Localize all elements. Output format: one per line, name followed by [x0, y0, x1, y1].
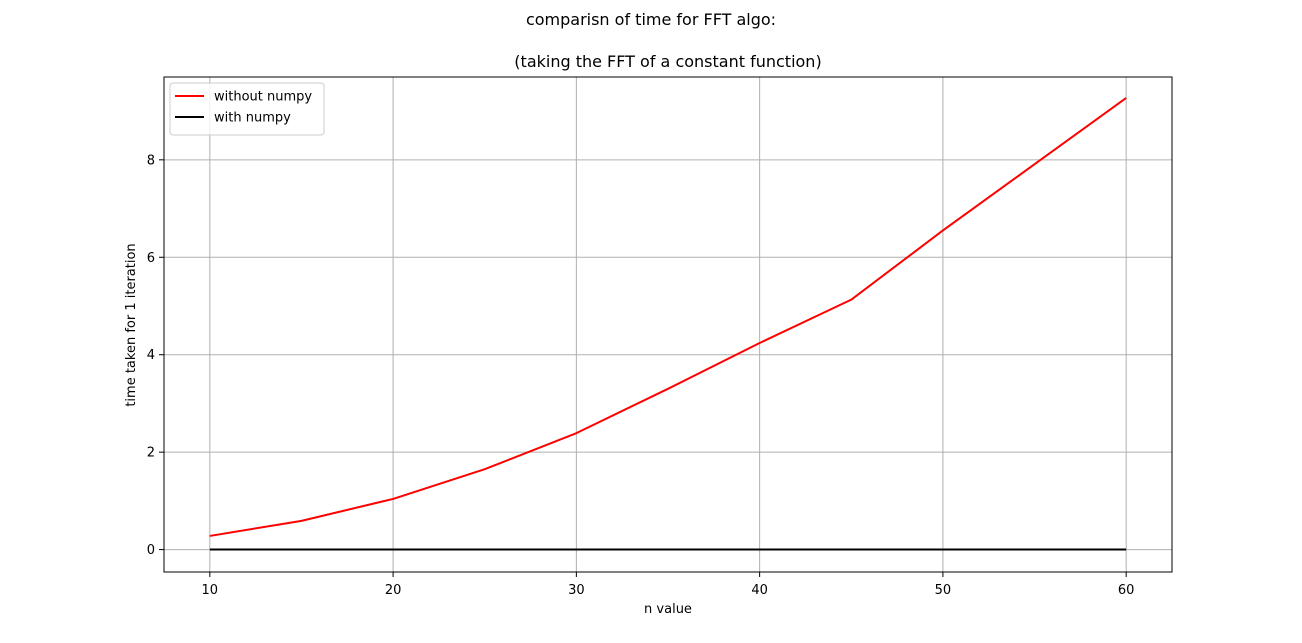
grid-lines [164, 77, 1172, 572]
y-axis-label: time taken for 1 iteration [124, 243, 139, 406]
x-tick-label: 50 [935, 583, 952, 598]
x-axis-label: n value [644, 602, 692, 617]
y-tick-label: 2 [147, 446, 155, 461]
axis-ticks: 10 20 30 40 50 60 0 2 4 6 8 [147, 153, 1135, 598]
x-tick-label: 40 [751, 583, 768, 598]
x-tick-label: 30 [568, 583, 585, 598]
plot-area-frame [163, 76, 1173, 573]
y-tick-label: 0 [147, 543, 155, 558]
y-tick-label: 6 [147, 251, 155, 266]
x-tick-label: 60 [1118, 583, 1135, 598]
legend-label: with numpy [214, 111, 291, 126]
legend-box [169, 82, 325, 136]
chart-subtitle: (taking the FFT of a constant function) [514, 52, 822, 71]
y-tick-label: 4 [147, 348, 155, 363]
chart-title: comparisn of time for FFT algo: [525, 10, 777, 29]
series-lines [209, 97, 1127, 551]
y-tick-label: 8 [147, 153, 155, 168]
legend: without numpy with numpy [169, 82, 325, 136]
series-line-without-numpy [209, 97, 1127, 537]
x-tick-label: 20 [385, 583, 402, 598]
legend-label: without numpy [214, 90, 312, 105]
x-tick-label: 10 [202, 583, 219, 598]
